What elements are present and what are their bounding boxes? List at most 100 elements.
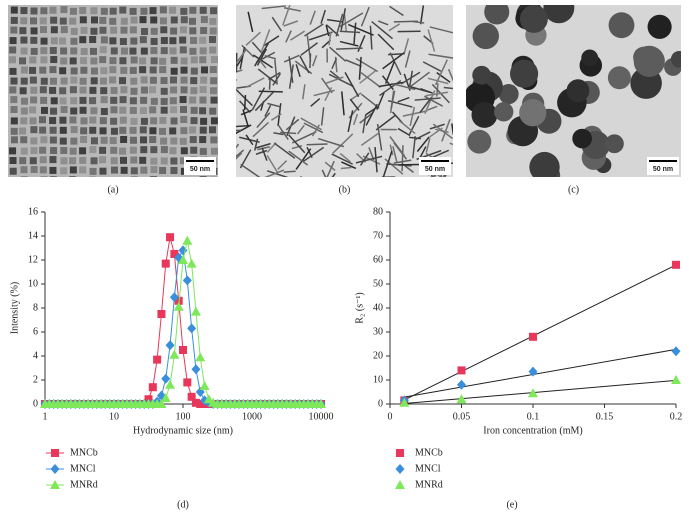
nanorod	[359, 112, 373, 124]
particle	[30, 86, 38, 94]
nanorod	[400, 71, 421, 85]
nanorod	[288, 56, 294, 83]
particle	[110, 96, 118, 104]
y-tick-label: 20	[373, 350, 383, 361]
particle	[129, 97, 137, 105]
particle	[59, 137, 67, 145]
nanorod	[419, 96, 433, 114]
nanorod	[433, 171, 436, 177]
nanorod	[349, 92, 362, 101]
nanocluster	[529, 151, 560, 177]
legend-label: MNCl	[70, 463, 96, 474]
particle	[210, 7, 218, 15]
y-tick-label: 14	[28, 230, 38, 241]
particle	[20, 136, 28, 144]
marker	[50, 464, 60, 474]
nanorod	[410, 86, 431, 93]
marker	[173, 301, 184, 311]
particle	[59, 176, 67, 177]
nanorod	[414, 97, 441, 101]
nanorod	[258, 90, 283, 93]
nanorod	[273, 132, 284, 136]
nanorod	[243, 95, 247, 111]
tem-image: 50 nm	[466, 5, 681, 177]
particle	[109, 76, 117, 84]
particle	[170, 177, 177, 184]
particle	[89, 86, 97, 94]
particle	[30, 36, 38, 44]
marker	[528, 366, 538, 377]
particle	[180, 147, 188, 155]
nanorod	[397, 96, 410, 103]
y-tick-label: 10	[373, 374, 383, 385]
scale-bar-label: 50 nm	[425, 166, 445, 173]
nanorod	[355, 57, 379, 73]
particle	[110, 117, 118, 125]
particle	[150, 97, 158, 105]
marker	[191, 364, 201, 375]
marker	[203, 394, 214, 404]
particle	[149, 136, 157, 144]
particle	[69, 17, 77, 25]
particle	[199, 6, 207, 14]
nanorod	[432, 123, 453, 140]
particle	[50, 147, 58, 155]
particle	[209, 126, 217, 134]
particle	[110, 166, 118, 174]
particle	[40, 106, 48, 114]
particle	[40, 136, 48, 144]
particle	[100, 107, 108, 115]
particle	[169, 76, 177, 84]
nanorod	[331, 172, 336, 177]
y-tick-label: 40	[373, 302, 383, 313]
particle	[10, 117, 18, 125]
particle	[199, 126, 207, 134]
particle	[10, 16, 18, 24]
nanorod	[321, 169, 327, 177]
nanocluster	[472, 22, 499, 50]
particle	[110, 106, 118, 114]
particle	[19, 87, 27, 95]
x-tick-label: 10000	[309, 411, 334, 422]
nanorod	[236, 149, 245, 158]
particle	[30, 96, 38, 104]
particle	[209, 17, 217, 25]
particle	[10, 77, 18, 85]
nanorod	[443, 86, 453, 90]
nanorod	[288, 134, 306, 154]
particle	[140, 166, 148, 174]
particle	[20, 77, 28, 85]
particle	[49, 6, 57, 14]
nanocluster	[510, 59, 539, 88]
particle	[190, 106, 198, 114]
particle	[109, 37, 117, 45]
particle	[20, 117, 28, 125]
particle	[119, 106, 127, 114]
marker	[195, 352, 206, 362]
nanorod	[328, 73, 354, 88]
particle	[189, 47, 197, 55]
particle	[120, 47, 128, 55]
particle	[170, 106, 178, 114]
x-tick-label: 0.05	[453, 411, 471, 422]
nanorod	[341, 161, 357, 170]
nanorod	[348, 23, 374, 36]
particle	[99, 56, 107, 64]
nanorod	[254, 43, 269, 67]
particle	[169, 147, 177, 155]
particle	[80, 127, 88, 135]
legend-label: MNCl	[415, 463, 441, 474]
nanorod	[261, 147, 268, 161]
nanorod	[404, 50, 411, 68]
particle	[170, 56, 178, 64]
tem-image: 50 nm	[8, 5, 218, 184]
particle	[109, 137, 117, 145]
particle	[99, 146, 107, 154]
nanorod	[376, 92, 385, 110]
particle	[49, 126, 57, 134]
particle	[110, 26, 118, 34]
particle	[70, 97, 78, 105]
nanorod	[264, 54, 277, 60]
panel-label: (e)	[506, 499, 517, 510]
nanorod	[332, 133, 354, 154]
